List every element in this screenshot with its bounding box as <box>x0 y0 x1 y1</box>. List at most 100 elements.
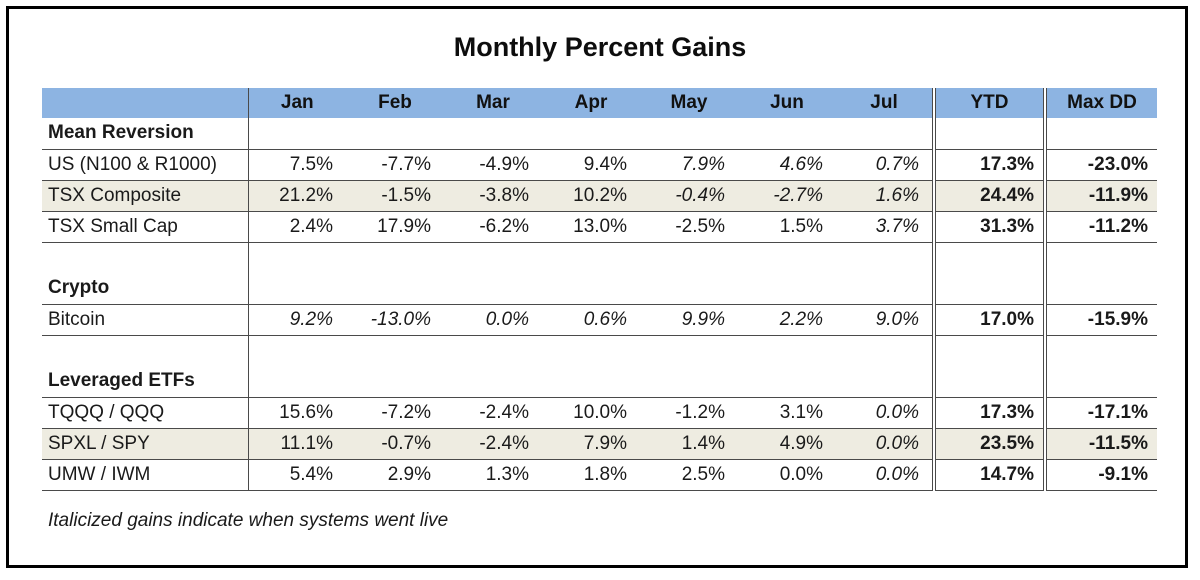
value-cell: 7.9% <box>542 428 640 460</box>
value-cell: 0.0% <box>836 459 934 491</box>
ytd-cell <box>932 273 1045 305</box>
value-cell: 9.2% <box>248 304 346 336</box>
value-cell <box>248 273 346 305</box>
table-row: TQQQ / QQQ 15.6% -7.2% -2.4% 10.0% -1.2% 3.1% 0… <box>42 397 1157 429</box>
max-dd-cell: -9.1% <box>1043 459 1157 491</box>
value-cell: 7.9% <box>640 149 738 181</box>
header-row: Jan Feb Mar Apr May Jun Jul YTD Max DD <box>42 88 1157 118</box>
value-cell: -1.5% <box>346 180 444 212</box>
column-header-mar: Mar <box>444 88 542 118</box>
value-cell: 10.0% <box>542 397 640 429</box>
value-cell: 21.2% <box>248 180 346 212</box>
value-cell <box>444 242 542 273</box>
column-header-jul: Jul <box>836 88 934 118</box>
value-cell <box>346 335 444 366</box>
value-cell <box>738 335 836 366</box>
ytd-cell <box>932 242 1045 273</box>
value-cell <box>836 366 934 398</box>
row-label: SPXL / SPY <box>42 428 249 460</box>
column-header-jan: Jan <box>248 88 346 118</box>
value-cell: -2.5% <box>640 211 738 243</box>
ytd-cell: 24.4% <box>932 180 1045 212</box>
value-cell <box>640 118 738 150</box>
value-cell: 3.1% <box>738 397 836 429</box>
value-cell: 17.9% <box>346 211 444 243</box>
value-cell <box>444 118 542 150</box>
value-cell <box>640 273 738 305</box>
table-row: TSX Composite 21.2% -1.5% -3.8% 10.2% -0.4% -2… <box>42 180 1157 212</box>
value-cell <box>836 335 934 366</box>
value-cell <box>542 242 640 273</box>
max-dd-cell: -11.2% <box>1043 211 1157 243</box>
ytd-cell: 17.0% <box>932 304 1045 336</box>
row-label: TSX Composite <box>42 180 249 212</box>
table-row: SPXL / SPY 11.1% -0.7% -2.4% 7.9% 1.4% 4.9% 0.0… <box>42 428 1157 460</box>
footnote: Italicized gains indicate when systems w… <box>48 510 449 531</box>
value-cell: -0.7% <box>346 428 444 460</box>
value-cell: -3.8% <box>444 180 542 212</box>
gains-table: Jan Feb Mar Apr May Jun Jul YTD Max DD Mean Rever… <box>42 88 1157 491</box>
value-cell: 2.2% <box>738 304 836 336</box>
value-cell: 3.7% <box>836 211 934 243</box>
column-header-max-dd: Max DD <box>1043 88 1157 118</box>
section-header-row: Crypto <box>42 273 1157 305</box>
max-dd-cell <box>1043 273 1157 305</box>
value-cell: -2.4% <box>444 397 542 429</box>
value-cell: -4.9% <box>444 149 542 181</box>
value-cell: 0.0% <box>444 304 542 336</box>
value-cell <box>542 335 640 366</box>
table-row: UMW / IWM 5.4% 2.9% 1.3% 1.8% 2.5% 0.0% 0.0% 14.… <box>42 459 1157 491</box>
value-cell <box>444 273 542 305</box>
value-cell <box>346 118 444 150</box>
value-cell <box>346 273 444 305</box>
value-cell: 0.6% <box>542 304 640 336</box>
value-cell: 9.4% <box>542 149 640 181</box>
max-dd-cell: -23.0% <box>1043 149 1157 181</box>
value-cell: 1.3% <box>444 459 542 491</box>
table-row: US (N100 & R1000) 7.5% -7.7% -4.9% 9.4% 7.9% 4… <box>42 149 1157 181</box>
row-label: UMW / IWM <box>42 459 249 491</box>
spacer-row <box>42 242 1157 273</box>
section-label: Leveraged ETFs <box>42 366 249 398</box>
value-cell: 2.4% <box>248 211 346 243</box>
ytd-cell: 17.3% <box>932 149 1045 181</box>
value-cell: -13.0% <box>346 304 444 336</box>
value-cell: 5.4% <box>248 459 346 491</box>
max-dd-cell: -15.9% <box>1043 304 1157 336</box>
value-cell <box>836 118 934 150</box>
value-cell <box>542 118 640 150</box>
ytd-cell: 31.3% <box>932 211 1045 243</box>
value-cell <box>346 242 444 273</box>
max-dd-cell: -17.1% <box>1043 397 1157 429</box>
value-cell: 0.0% <box>836 397 934 429</box>
value-cell: 15.6% <box>248 397 346 429</box>
max-dd-cell: -11.5% <box>1043 428 1157 460</box>
value-cell <box>542 273 640 305</box>
value-cell: -7.7% <box>346 149 444 181</box>
row-label-cell <box>42 335 249 366</box>
ytd-cell: 14.7% <box>932 459 1045 491</box>
column-header-ytd: YTD <box>932 88 1045 118</box>
value-cell: -6.2% <box>444 211 542 243</box>
max-dd-cell <box>1043 242 1157 273</box>
corner-header-cell <box>42 88 249 118</box>
value-cell: 13.0% <box>542 211 640 243</box>
gains-table-body: Jan Feb Mar Apr May Jun Jul YTD Max DD Mean Rever… <box>42 88 1157 491</box>
value-cell <box>248 118 346 150</box>
value-cell <box>542 366 640 398</box>
value-cell <box>738 242 836 273</box>
value-cell: -7.2% <box>346 397 444 429</box>
value-cell: 1.5% <box>738 211 836 243</box>
section-header-row: Mean Reversion <box>42 118 1157 150</box>
value-cell <box>248 366 346 398</box>
value-cell: 0.0% <box>738 459 836 491</box>
value-cell: 2.9% <box>346 459 444 491</box>
value-cell: 9.9% <box>640 304 738 336</box>
value-cell: 11.1% <box>248 428 346 460</box>
value-cell <box>444 335 542 366</box>
ytd-cell: 17.3% <box>932 397 1045 429</box>
row-label: TSX Small Cap <box>42 211 249 243</box>
value-cell <box>738 273 836 305</box>
max-dd-cell <box>1043 366 1157 398</box>
value-cell <box>738 118 836 150</box>
